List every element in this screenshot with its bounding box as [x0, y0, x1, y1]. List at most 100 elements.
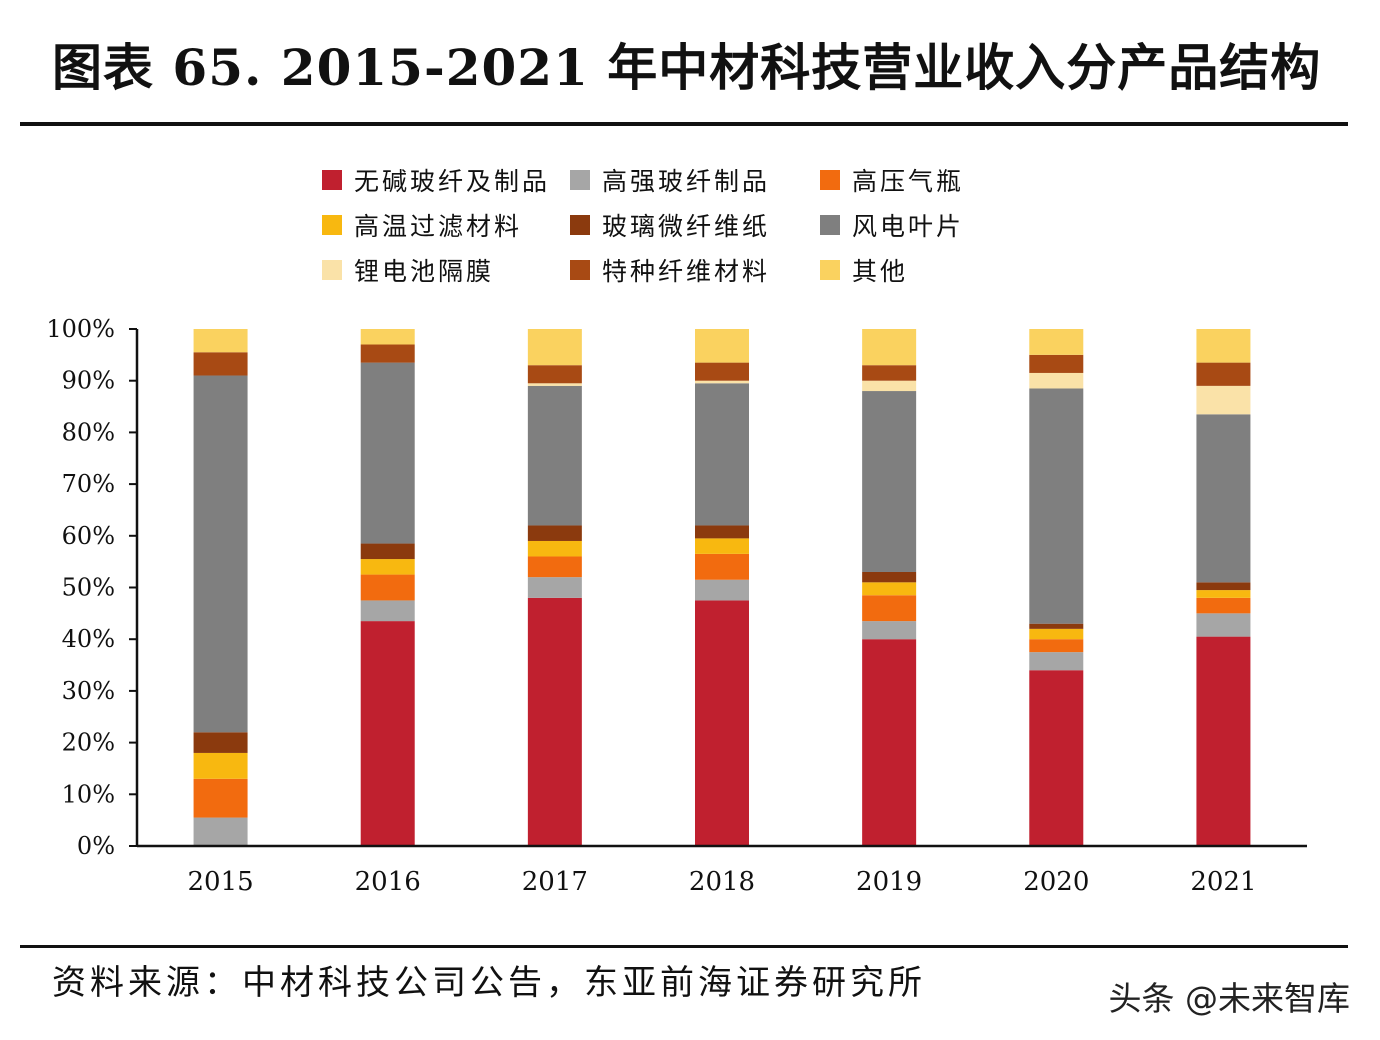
bar-segment-2019-0 — [862, 639, 917, 846]
bar-segment-2016-7 — [360, 344, 415, 363]
bar-segment-2017-3 — [527, 540, 582, 557]
bar-segment-2017-1 — [527, 577, 582, 598]
x-tick-label: 2016 — [355, 867, 421, 897]
legend-item: 特种纤维材料 — [570, 252, 770, 288]
bar-segment-2021-6 — [1196, 385, 1251, 415]
legend-label: 特种纤维材料 — [602, 257, 771, 286]
y-tick-label: 80% — [62, 418, 115, 446]
bar-segment-2015-4 — [193, 732, 248, 753]
legend-label: 高压气瓶 — [852, 167, 965, 196]
legend-label: 高强玻纤制品 — [602, 167, 771, 196]
bar-segment-2017-7 — [527, 365, 582, 384]
legend-item: 玻璃微纤维纸 — [570, 207, 770, 243]
bar-segment-2018-6 — [695, 380, 749, 384]
y-tick-label: 0% — [77, 832, 115, 860]
bar-segment-2018-4 — [695, 525, 749, 539]
bar-segment-2016-5 — [360, 362, 415, 544]
bar-segment-2015-7 — [193, 352, 248, 376]
legend-item: 无碱玻纤及制品 — [322, 162, 550, 198]
bar-segment-2020-1 — [1029, 652, 1084, 671]
legend-label: 风电叶片 — [852, 212, 965, 241]
y-tick-label: 30% — [62, 677, 115, 705]
bar-segment-2018-5 — [695, 383, 749, 526]
bar-segment-2016-3 — [360, 559, 415, 575]
bar-segment-2016-0 — [360, 621, 415, 846]
bar-segment-2019-2 — [862, 595, 917, 622]
legend-item: 风电叶片 — [820, 207, 964, 243]
legend-label: 玻璃微纤维纸 — [602, 212, 771, 241]
y-tick-label: 90% — [62, 367, 115, 395]
bar-segment-2019-3 — [862, 582, 917, 596]
legend-swatch — [570, 170, 590, 190]
bar-segment-2019-1 — [862, 621, 917, 640]
source-note: 资料来源：中材科技公司公告，东亚前海证券研究所 — [52, 963, 926, 1003]
bar-segment-2021-0 — [1196, 636, 1251, 846]
bar-segment-2021-8 — [1196, 329, 1251, 363]
bar-segment-2017-2 — [527, 556, 582, 578]
legend-swatch — [820, 260, 840, 280]
bar-segment-2015-5 — [193, 375, 248, 733]
bar-segment-2020-5 — [1029, 388, 1084, 624]
bar-segment-2017-0 — [527, 597, 582, 846]
bar-segment-2020-3 — [1029, 628, 1084, 640]
legend-item: 其他 — [820, 252, 908, 288]
bar-segment-2021-3 — [1196, 590, 1251, 598]
legend-label: 高温过滤材料 — [354, 212, 523, 241]
bar-segment-2018-1 — [695, 579, 749, 601]
bottom-rule — [20, 945, 1348, 948]
bar-segment-2020-2 — [1029, 639, 1084, 653]
bar-segment-2017-8 — [527, 329, 582, 366]
x-tick-label: 2017 — [522, 867, 588, 897]
bar-segment-2019-5 — [862, 391, 917, 572]
bar-segment-2018-8 — [695, 329, 749, 363]
bar-segment-2021-1 — [1196, 613, 1251, 637]
bar-segment-2018-0 — [695, 600, 749, 846]
bar-segment-2017-5 — [527, 385, 582, 526]
y-tick-label: 50% — [62, 574, 115, 602]
bar-segment-2020-0 — [1029, 670, 1084, 846]
chart-title: 图表 65. 2015-2021 年中材科技营业收入分产品结构 — [52, 38, 1322, 97]
bar-segment-2019-8 — [862, 329, 917, 366]
bar-segment-2021-5 — [1196, 414, 1251, 583]
legend-swatch — [322, 215, 342, 235]
y-tick-label: 40% — [62, 625, 115, 653]
legend-item: 高压气瓶 — [820, 162, 964, 198]
legend-label: 锂电池隔膜 — [354, 257, 495, 286]
bar-segment-2018-3 — [695, 538, 749, 554]
bar-segment-2015-3 — [193, 752, 248, 779]
y-tick-label: 70% — [62, 470, 115, 498]
x-tick-label: 2019 — [856, 867, 922, 897]
bar-segment-2015-1 — [193, 817, 248, 846]
bar-segment-2018-7 — [695, 362, 749, 381]
bar-segment-2017-6 — [527, 383, 582, 386]
legend-swatch — [570, 260, 590, 280]
bar-segment-2021-2 — [1196, 597, 1251, 614]
legend-item: 锂电池隔膜 — [322, 252, 494, 288]
bar-segment-2020-4 — [1029, 623, 1084, 629]
bar-segment-2020-7 — [1029, 354, 1084, 373]
legend-item: 高强玻纤制品 — [570, 162, 770, 198]
bar-segment-2021-4 — [1196, 582, 1251, 591]
legend-swatch — [820, 170, 840, 190]
y-tick-label: 100% — [46, 315, 115, 343]
top-rule — [20, 122, 1348, 126]
x-tick-label: 2015 — [187, 867, 253, 897]
bar-segment-2015-8 — [193, 329, 248, 353]
bar-segment-2019-6 — [862, 380, 917, 392]
bar-segment-2015-2 — [193, 778, 248, 818]
bar-segment-2019-4 — [862, 571, 917, 583]
x-tick-label: 2018 — [689, 867, 755, 897]
bar-segment-2018-2 — [695, 553, 749, 580]
bar-segment-2016-2 — [360, 574, 415, 601]
bar-segment-2020-8 — [1029, 329, 1084, 355]
bar-segment-2016-1 — [360, 600, 415, 622]
bar-segment-2016-8 — [360, 329, 415, 345]
legend-label: 其他 — [852, 257, 909, 286]
legend-swatch — [322, 170, 342, 190]
x-tick-label: 2021 — [1190, 867, 1256, 897]
watermark: 头条 @未来智库 — [1108, 979, 1351, 1018]
bar-segment-2020-6 — [1029, 372, 1084, 389]
bar-segment-2021-7 — [1196, 362, 1251, 386]
legend-item: 高温过滤材料 — [322, 207, 522, 243]
bar-segment-2016-4 — [360, 543, 415, 560]
